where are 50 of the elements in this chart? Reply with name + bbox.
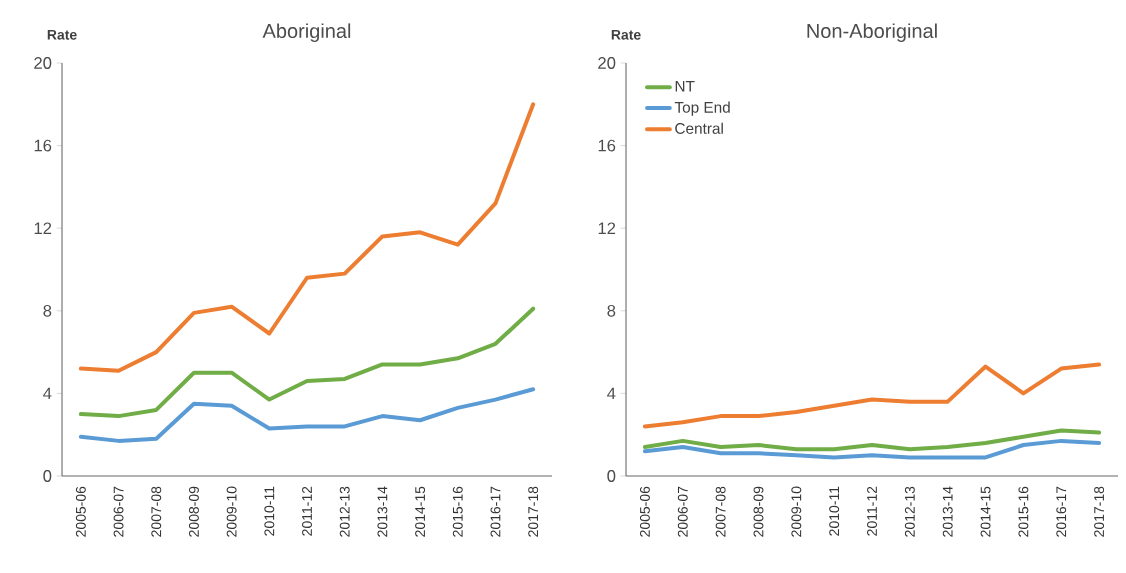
x-tick-label: 2011-12 [302,486,312,536]
legend-label: Top End [674,101,730,116]
y-tick-label: 12 [34,222,52,235]
x-tick-label: 2012-13 [904,486,915,537]
x-tick-label: 2007-08 [151,486,162,537]
x-tick-label: 2014-15 [980,486,991,537]
y-tick-label: 20 [34,57,52,69]
y-tick-label: 8 [607,304,616,317]
x-tick-label: 2013-14 [942,486,953,537]
y-tick-label: 0 [607,470,616,482]
x-tick-label: 2013-14 [377,486,388,537]
x-tick-label: 2005-06 [639,486,650,537]
x-tick-label: 2012-13 [339,486,350,537]
x-tick-label: 2017-18 [528,486,539,537]
legend-label: NT [675,80,695,92]
x-tick-label: 2017-18 [1094,486,1105,537]
x-tick-label: 2005-06 [75,486,86,537]
x-tick-label: 2009-10 [226,486,237,537]
x-tick-label: 2010-11 [264,486,275,536]
y-tick-label: 4 [43,387,52,400]
y-tick-label: 16 [598,139,616,152]
y-axis-title: Rate [47,29,77,40]
line-series [78,102,536,373]
y-axis-title: Rate [611,29,641,40]
y-tick-label: 12 [598,222,616,235]
y-tick-label: 8 [43,304,52,317]
x-tick-label: 2016-17 [490,486,501,537]
x-tick-label: 2014-15 [415,486,426,537]
y-tick-label: 4 [607,387,616,400]
x-tick-label: 2008-09 [753,486,764,537]
x-tick-label: 2015-16 [1018,486,1029,537]
x-tick-label: 2015-16 [452,486,463,537]
line-series [78,306,536,419]
x-tick-label: 2016-17 [1056,486,1067,537]
x-tick-label: 2006-07 [677,486,688,537]
x-tick-label: 2006-07 [113,486,124,537]
legend-label: Central [675,122,723,134]
x-tick-label: 2009-10 [791,486,802,537]
line-series [642,428,1102,452]
line-series [78,387,536,443]
chart-title: Non-Aboriginal [807,23,937,43]
y-tick-label: 20 [598,57,616,69]
y-tick-label: 0 [43,470,52,482]
chart-title: Aboriginal [262,23,351,43]
x-tick-label: 2011-12 [867,486,877,536]
line-series [642,362,1102,429]
y-tick-label: 16 [34,139,52,152]
x-tick-label: 2007-08 [715,486,726,537]
x-tick-label: 2008-09 [188,486,199,537]
x-tick-label: 2010-11 [829,486,840,536]
